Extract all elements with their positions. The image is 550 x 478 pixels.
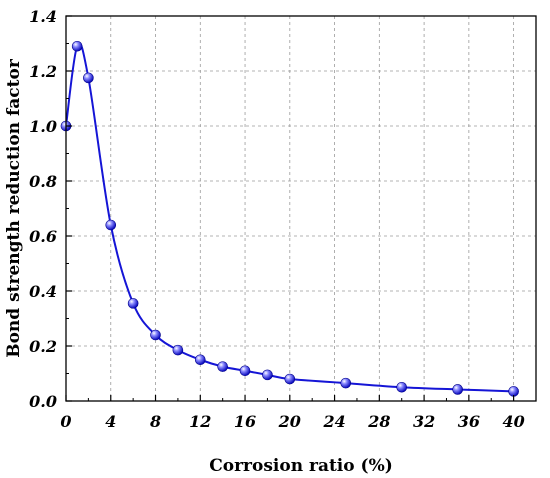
x-tick-label: 16 xyxy=(234,412,256,431)
y-tick-label: 0.2 xyxy=(29,337,57,356)
data-point xyxy=(239,365,251,377)
y-tick-label: 0.8 xyxy=(29,172,57,191)
x-axis-title: Corrosion ratio (%) xyxy=(209,456,393,476)
data-point xyxy=(150,329,161,341)
data-point xyxy=(172,344,184,356)
data-point xyxy=(83,72,94,84)
x-tick-label: 12 xyxy=(189,412,211,431)
x-tick-label: 20 xyxy=(278,412,301,431)
x-tick-label: 4 xyxy=(105,412,116,431)
tick-labels: 0 4 8 12 16 20 24 28 32 36 40 0.0 0.2 0.4 0.6 0.8 1.0 1.2… xyxy=(29,7,525,431)
y-axis-title: Bond strength reduction factor xyxy=(4,58,24,358)
x-tick-label: 28 xyxy=(367,412,390,431)
x-tick-label: 36 xyxy=(458,412,480,431)
data-point xyxy=(71,40,83,52)
data-point xyxy=(396,381,408,393)
y-tick-label: 1.4 xyxy=(29,7,57,26)
data-point xyxy=(284,373,296,385)
grid-lines xyxy=(66,16,536,401)
data-point xyxy=(194,354,206,366)
x-tick-label: 40 xyxy=(502,412,524,431)
x-tick-label: 8 xyxy=(149,412,161,431)
x-tick-label: 32 xyxy=(413,412,435,431)
y-tick-label: 1.0 xyxy=(29,117,57,136)
x-tick-label: 0 xyxy=(60,412,71,431)
axis-ticks xyxy=(65,15,515,402)
data-point xyxy=(127,298,139,309)
data-point xyxy=(217,361,228,372)
y-tick-label: 0.0 xyxy=(29,392,57,411)
data-point xyxy=(452,384,463,395)
y-tick-label: 0.6 xyxy=(29,227,57,246)
y-tick-label: 0.4 xyxy=(29,282,57,301)
data-point xyxy=(340,377,352,389)
plot-frame xyxy=(65,15,537,402)
y-tick-label: 1.2 xyxy=(29,62,57,81)
data-point xyxy=(508,386,519,397)
data-point xyxy=(262,369,273,381)
x-tick-label: 24 xyxy=(322,412,345,431)
data-point xyxy=(105,219,117,231)
